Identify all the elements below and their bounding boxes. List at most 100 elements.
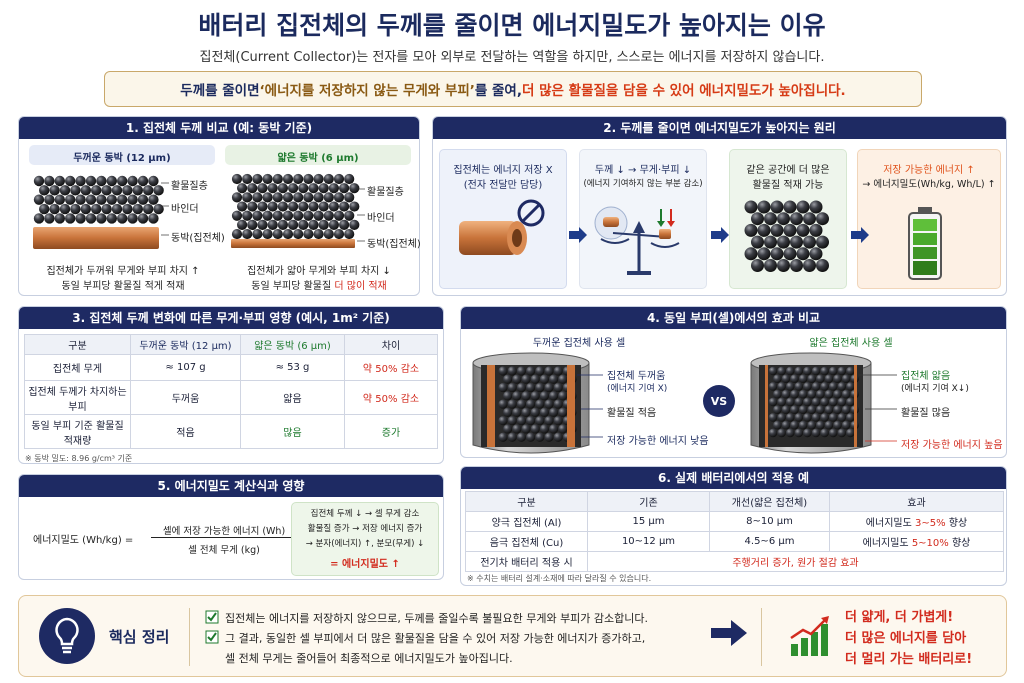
particle [785, 366, 795, 376]
particle [272, 173, 283, 185]
particle [33, 213, 45, 224]
particle [816, 235, 829, 249]
particle [333, 192, 345, 203]
particle [785, 413, 795, 422]
effect-value: 5~10% [911, 538, 949, 549]
particle [323, 210, 334, 221]
particle [80, 185, 91, 196]
particle [828, 397, 838, 407]
particle [798, 405, 808, 414]
particle [794, 382, 804, 391]
particle [318, 219, 329, 230]
particle [773, 405, 782, 414]
particle [770, 223, 784, 237]
particle [313, 192, 324, 203]
table-cell: 얇음 [240, 380, 345, 415]
particle [553, 382, 563, 393]
particle [272, 192, 283, 203]
panel-weight-volume-table: 3. 집전체 두께 변화에 따른 무게·부피 영향 (예시, 1m² 기준) 구… [18, 306, 444, 464]
prohibited-icon [517, 199, 545, 227]
table-row: 동일 부피 기준 활물질 적재량 적음 많음 증가 [24, 414, 438, 449]
particle [816, 259, 829, 272]
particle [798, 420, 808, 430]
particle [794, 366, 804, 376]
arrow-right-icon [851, 227, 869, 243]
particle [530, 391, 540, 401]
thick-cell-note-2: 활물질 적음 [607, 408, 657, 419]
battery-full-icon [908, 207, 942, 280]
particle [809, 223, 823, 237]
particle [328, 201, 339, 212]
particle [828, 413, 838, 422]
particle [277, 219, 288, 230]
particle [247, 201, 258, 212]
particle [117, 194, 128, 205]
particle [807, 405, 816, 414]
particle [816, 420, 825, 430]
copper-foil-icon [459, 221, 527, 255]
effect-line-4: = 에너지밀도 ↑ [330, 559, 400, 570]
particle [308, 219, 319, 230]
particle [820, 397, 829, 407]
particle [272, 210, 283, 221]
particle [153, 203, 164, 215]
packed-active-material-icon [744, 200, 829, 272]
particle [764, 235, 777, 249]
thick-cell-note-1a: 집전체 두꺼움 [607, 371, 666, 382]
particle [764, 259, 777, 272]
particle [333, 210, 345, 221]
particle [773, 374, 782, 384]
particle [106, 175, 118, 187]
particle [498, 366, 508, 376]
particle [803, 259, 816, 272]
particle [768, 382, 778, 391]
particle [344, 228, 355, 240]
thick-note-2: 동일 부피당 활물질 적게 적재 [61, 281, 185, 292]
particle [770, 247, 784, 261]
particle [811, 428, 821, 438]
particle [535, 382, 545, 393]
effect-prefix: 에너지밀도 [865, 518, 915, 529]
banner-part-c: 를 줄여, [474, 83, 522, 99]
particle [526, 432, 536, 442]
particle [75, 213, 86, 224]
step1-line2: (전자 전달만 담당) [463, 180, 543, 191]
particle [516, 432, 526, 442]
table-cell: 증가 [344, 414, 438, 449]
particle [282, 228, 294, 240]
particle [262, 192, 273, 203]
particle [111, 203, 123, 215]
table-cell: 음극 집전체 (Cu) [465, 531, 588, 552]
particle [846, 428, 855, 438]
particle [85, 175, 97, 187]
particle [794, 413, 804, 422]
application-table: 구분 기존 개선(얇은 집전체) 효과 양극 집전체 (Al) 15 μm 8~… [465, 491, 1004, 572]
particle [127, 175, 138, 187]
particle [796, 200, 810, 214]
particle [798, 374, 808, 384]
impact-table: 구분 두꺼운 동박 (12 μm) 얇은 동박 (6 μm) 차이 집전체 무게… [24, 334, 438, 449]
panel-title: 1. 집전체 두께 비교 (예: 동박 기준) [19, 117, 419, 139]
particle [288, 201, 299, 212]
particle [777, 235, 790, 249]
particle [137, 175, 149, 187]
particle [328, 219, 339, 230]
thick-cell-title: 두꺼운 집전체 사용 셀 [532, 338, 626, 349]
table-cell: 많음 [240, 414, 345, 449]
particle [349, 201, 360, 212]
panel-cell-comparison: 4. 동일 부피(셀)에서의 효과 비교 두꺼운 집전체 사용 셀 얇은 집전체… [460, 306, 1007, 458]
table-cell: 약 50% 감소 [344, 354, 438, 381]
particle [39, 203, 50, 215]
particle [833, 405, 842, 414]
particle [277, 183, 288, 194]
particle [521, 374, 531, 384]
summary-bullet-1: 집전체는 에너지를 저장하지 않으므로, 두께를 줄일수록 불필요한 무게와 부… [225, 612, 649, 625]
particle [137, 194, 149, 205]
particle [535, 366, 545, 376]
thin-binder-label: 바인더 [367, 213, 395, 224]
thin-note-1: 집전체가 얇아 무게와 부피 차지 ↓ [247, 266, 391, 277]
particle [526, 416, 536, 426]
particle [803, 397, 812, 407]
particle [298, 183, 309, 194]
particle [544, 382, 554, 393]
